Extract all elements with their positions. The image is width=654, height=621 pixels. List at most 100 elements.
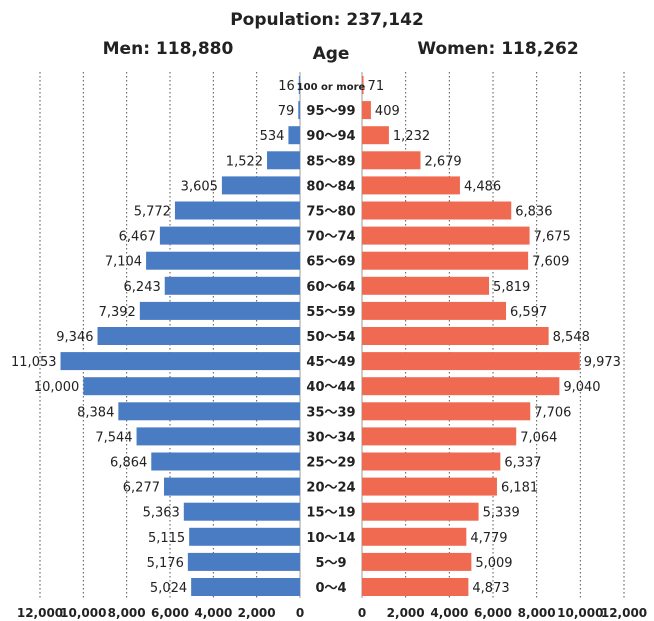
bar-men [136,427,300,446]
bar-women [362,352,580,371]
age-group-label: 25～29 [306,456,355,471]
men-series-label: Men: 118,880 [103,39,234,59]
age-group-label: 70～74 [306,230,355,245]
age-group-label: 10～14 [306,531,355,546]
bar-women [362,327,549,345]
age-group-label: 45～49 [306,355,355,370]
data-label-men: 6,467 [119,230,156,245]
bar-men [146,251,300,270]
bar-men [97,327,301,345]
bar-women [362,377,560,396]
data-label-men: 3,605 [181,179,218,194]
age-group-label: 20～24 [306,481,355,496]
bar-women [362,201,512,220]
x-tick-label-right: 12,000 [601,606,647,620]
bar-women [362,76,364,94]
bar-women [362,552,472,571]
bar-men [159,226,300,245]
data-label-men: 7,104 [105,255,142,270]
bars [60,76,580,596]
age-group-label: 0～4 [315,581,346,596]
bar-men [298,101,300,120]
data-label-men: 5,024 [150,581,187,596]
data-label-women: 9,040 [563,380,600,395]
bar-women [362,251,529,270]
bar-women [362,427,517,446]
bar-women [362,301,507,320]
bar-women [362,176,460,195]
bar-men [163,477,300,496]
bar-women [362,502,479,521]
age-group-label: 40～44 [306,380,355,395]
bar-men [288,126,300,145]
age-group-label: 80～84 [306,179,355,194]
bar-women [362,101,371,120]
x-tick-label-right: 4,000 [430,606,468,620]
age-group-label: 35～39 [306,405,355,420]
data-label-women: 4,873 [472,581,509,596]
chart-title: Population: 237,142 [230,10,424,30]
bar-men [191,578,300,596]
x-axis-ticks: 12,000 0 10,000 2,000 8,000 4,000 6,000 6,000 4,… [17,606,647,620]
bar-men [189,527,300,546]
data-label-women: 1,232 [393,129,430,144]
data-label-men: 8,384 [77,405,114,420]
age-group-label: 50～54 [306,330,355,345]
data-label-women: 7,706 [534,405,571,420]
data-label-men: 79 [278,104,295,119]
x-tick-label-right: 6,000 [474,606,512,620]
data-label-women: 5,009 [475,556,512,571]
bar-men [174,201,300,220]
value-labels: 16 71 79 409 534 1,232 1,522 2,679 3,605 4,486 5,7… [11,79,621,596]
age-group-label: 55～59 [306,305,355,320]
data-label-women: 5,339 [483,506,520,521]
age-header: Age [313,44,350,64]
data-label-men: 5,176 [147,556,184,571]
data-label-women: 6,597 [510,305,547,320]
x-tick-label-right: 8,000 [518,606,556,620]
age-group-label: 30～34 [306,430,355,445]
data-label-women: 7,675 [534,230,571,245]
data-label-women: 7,609 [532,255,569,270]
age-group-label: 60～64 [306,280,355,295]
data-label-women: 7,064 [520,430,557,445]
age-group-label: 65～69 [306,255,355,270]
data-label-women: 4,486 [464,179,501,194]
data-label-men: 7,392 [99,305,136,320]
data-label-men: 1,522 [226,154,263,169]
bar-men [118,402,300,421]
bar-women [362,276,490,295]
bar-men [60,352,300,371]
x-tick-label-left: 12,000 [17,606,63,620]
bar-men [83,377,300,396]
data-label-men: 11,053 [11,355,57,370]
x-tick-label-left: 2,000 [238,606,276,620]
age-group-label: 100 or more [297,82,366,93]
bar-men [187,552,300,571]
data-label-men: 16 [278,79,295,94]
data-label-women: 9,973 [584,355,621,370]
data-label-men: 6,864 [110,456,147,471]
data-label-men: 6,243 [124,280,161,295]
age-group-label: 85～89 [306,154,355,169]
bar-women [362,226,530,245]
bar-women [362,578,469,596]
data-label-women: 71 [368,79,385,94]
bar-women [362,477,497,496]
data-label-men: 6,277 [123,481,160,496]
x-tick-label-left: 8,000 [108,606,146,620]
bar-men [298,76,300,94]
bar-men [221,176,300,195]
data-label-men: 5,363 [143,506,180,521]
data-label-women: 6,337 [504,456,541,471]
data-label-women: 5,819 [493,280,530,295]
data-label-women: 409 [375,104,400,119]
data-label-men: 5,772 [134,205,171,220]
age-group-label: 15～19 [306,506,355,521]
data-label-men: 10,000 [34,380,80,395]
bar-women [362,402,531,421]
x-tick-label-left: 6,000 [151,606,189,620]
age-group-label: 75～80 [306,205,355,220]
bar-women [362,527,467,546]
